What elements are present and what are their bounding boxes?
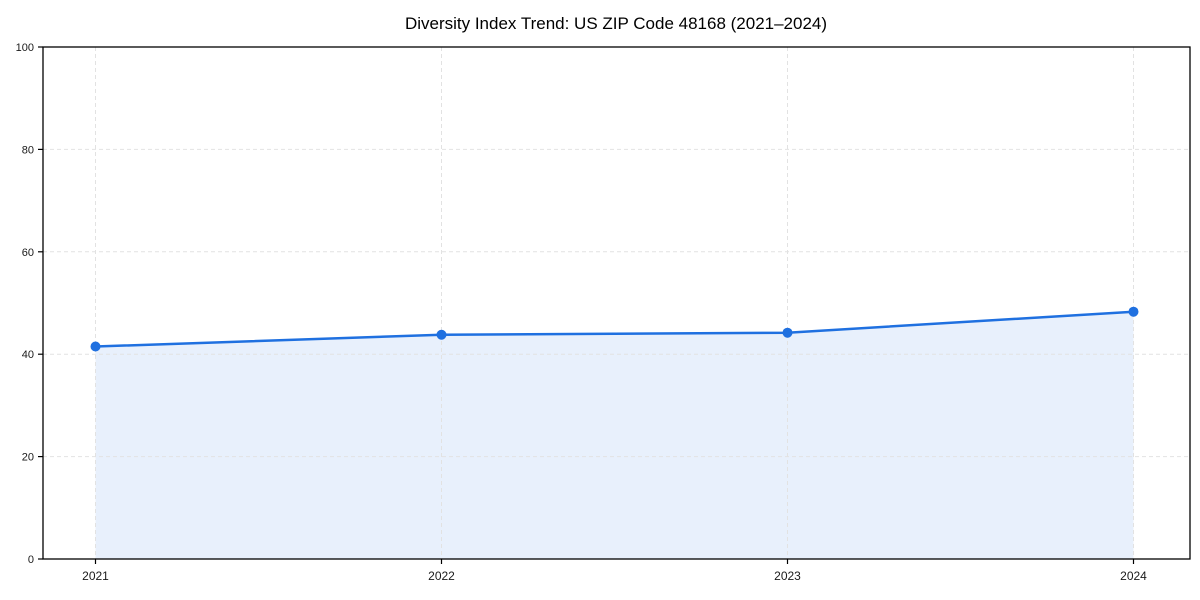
y-tick-label-60: 60 [22, 247, 34, 259]
data-point-2022 [436, 329, 447, 340]
area-fill [95, 311, 1134, 559]
y-tick-label-20: 20 [22, 452, 34, 464]
data-point-2023 [782, 327, 793, 338]
y-tick-label-0: 0 [28, 554, 34, 566]
x-tick-label-2023: 2023 [774, 569, 801, 583]
data-points-layer [90, 306, 1139, 352]
x-tick-label-2022: 2022 [428, 569, 455, 583]
plot-spines [42, 46, 1191, 560]
y-tick-label-40: 40 [22, 349, 34, 361]
x-tick-label-2021: 2021 [82, 569, 109, 583]
data-point-2021 [90, 341, 101, 352]
area-fill-layer [95, 311, 1134, 559]
gridlines-layer [43, 47, 1190, 559]
trend-line [94, 310, 1135, 348]
tick-labels-layer: 0 20 40 60 80 100 2021 2022 2023 2024 [16, 42, 1148, 583]
y-tick-label-100: 100 [16, 42, 34, 54]
x-tick-label-2024: 2024 [1120, 569, 1147, 583]
data-point-2024 [1128, 306, 1139, 317]
chart-title: Diversity Index Trend: US ZIP Code 48168… [405, 14, 827, 33]
y-tick-label-80: 80 [22, 144, 34, 156]
trend-line-layer [94, 310, 1135, 348]
axes-layer [38, 46, 1191, 564]
